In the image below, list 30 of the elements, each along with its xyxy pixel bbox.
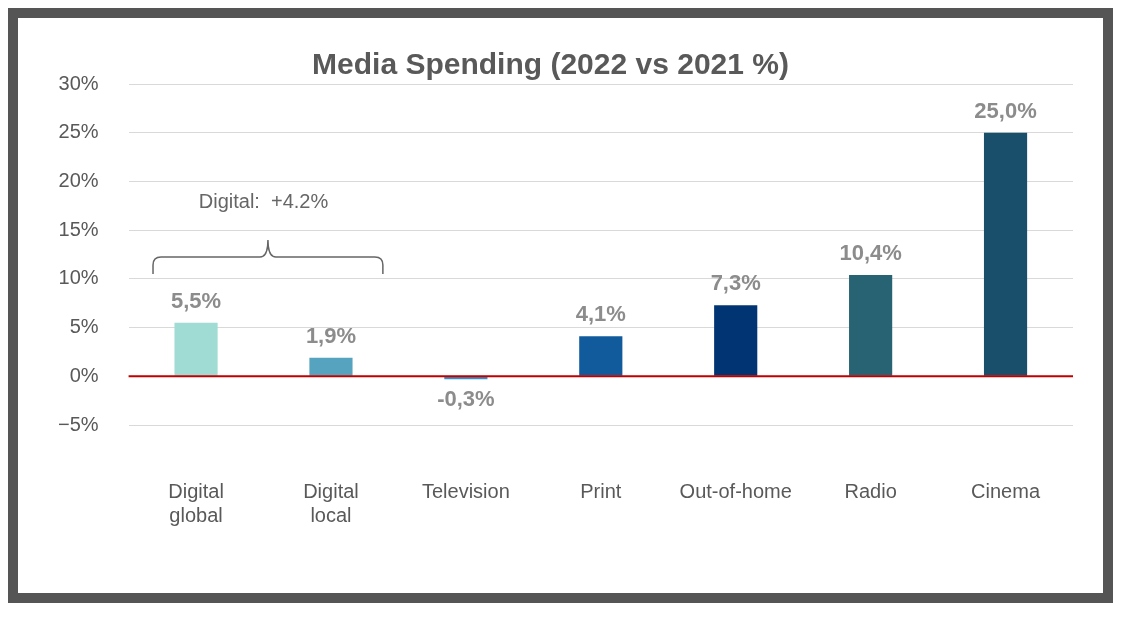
data-label: 25,0% — [974, 97, 1037, 123]
data-label: 7,3% — [710, 270, 761, 296]
x-tick-label: Cinema — [971, 479, 1041, 502]
data-label: -0,3% — [437, 386, 495, 412]
x-tick-label: Digital global — [168, 479, 224, 526]
x-tick-label: Out-of-home — [679, 479, 792, 502]
data-label: 5,5% — [170, 287, 222, 313]
x-tick-label: Digital local — [303, 479, 359, 526]
bar — [849, 274, 893, 376]
x-tick-label: Television — [421, 479, 510, 502]
data-label: 10,4% — [839, 240, 902, 266]
data-label: 4,1% — [575, 301, 626, 327]
annotation: Digital: +4.2% — [198, 190, 329, 213]
chart-title: Media Spending (2022 vs 2021 %) — [312, 47, 789, 81]
bar — [174, 322, 218, 376]
y-tick-label: 20% — [58, 168, 99, 191]
bar — [579, 336, 623, 376]
x-tick-label: Radio — [844, 479, 897, 502]
y-tick-label: 5% — [69, 315, 99, 338]
y-tick-label: 25% — [58, 120, 99, 143]
bar — [983, 132, 1028, 376]
y-tick-label: 0% — [69, 363, 99, 386]
y-tick-label: 10% — [58, 266, 99, 289]
y-tick-label: −5% — [57, 412, 99, 435]
y-tick-label: 15% — [58, 217, 99, 240]
y-tick-label: 30% — [58, 71, 99, 94]
x-tick-label: Print — [580, 479, 622, 502]
data-label: 1,9% — [305, 322, 357, 348]
bar — [714, 305, 758, 376]
bar — [309, 357, 353, 376]
